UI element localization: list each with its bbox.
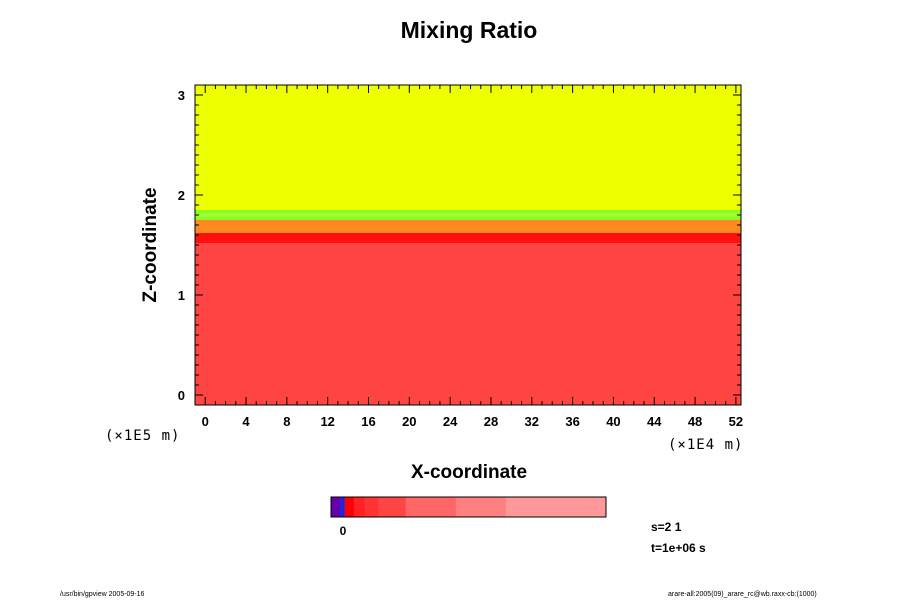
colorbar-frame [330, 496, 607, 518]
heatmap-field [195, 85, 741, 405]
x-tick-label: 44 [647, 414, 662, 429]
x-tick-label: 36 [565, 414, 579, 429]
colorbar [331, 497, 607, 517]
colorbar-segment [405, 497, 457, 517]
y-axis-unit: (×1E5 m) [105, 428, 180, 444]
x-tick-label: 20 [402, 414, 416, 429]
t-label: t=1e+06 s [651, 541, 706, 555]
s-label: s=2 1 [651, 520, 682, 534]
plot-frame [194, 84, 742, 406]
x-axis-unit: (×1E4 m) [668, 437, 743, 453]
colorbar-zero-label: 0 [340, 524, 347, 538]
colorbar-segment [340, 497, 345, 517]
y-ticks: 0 1 2 3 [178, 88, 741, 403]
x-tick-label: 16 [361, 414, 375, 429]
colorbar-segment [344, 497, 355, 517]
x-tick-label: 12 [320, 414, 334, 429]
y-tick-label: 2 [178, 188, 185, 203]
region-boundary-red [195, 233, 741, 243]
colorbar-segment [378, 497, 406, 517]
x-tick-label: 48 [688, 414, 702, 429]
region-transition-light [195, 213, 741, 217]
chart-title: Mixing Ratio [401, 17, 538, 43]
x-tick-label: 0 [202, 414, 209, 429]
colorbar-segment [353, 497, 365, 517]
x-tick-label: 40 [606, 414, 620, 429]
x-tick-label: 32 [525, 414, 539, 429]
colorbar-segment [331, 497, 341, 517]
colorbar-segment [455, 497, 507, 517]
x-tick-label: 28 [484, 414, 498, 429]
footer-left: /usr/bin/gpview 2005-09-16 [60, 591, 145, 598]
footer-right: arare-all:2005(09)_arare_rc@wb.raxx-cb:(… [668, 591, 817, 598]
y-tick-label: 1 [178, 288, 185, 303]
colorbar-segment [505, 497, 607, 517]
y-tick-label: 3 [178, 88, 185, 103]
y-axis-label: Z-coordinate [140, 187, 161, 302]
x-tick-label: 52 [729, 414, 743, 429]
region-upper [195, 85, 741, 210]
x-tick-label: 8 [283, 414, 290, 429]
x-ticks: 0 4 8 12 16 20 24 28 32 36 40 44 48 52 [194, 85, 743, 429]
y-tick-label: 0 [178, 388, 185, 403]
region-lower [195, 243, 741, 405]
x-tick-label: 24 [443, 414, 458, 429]
x-axis-label: X-coordinate [411, 462, 527, 483]
colorbar-segment [364, 497, 379, 517]
x-tick-label: 4 [242, 414, 250, 429]
region-transition-orange [195, 220, 741, 233]
